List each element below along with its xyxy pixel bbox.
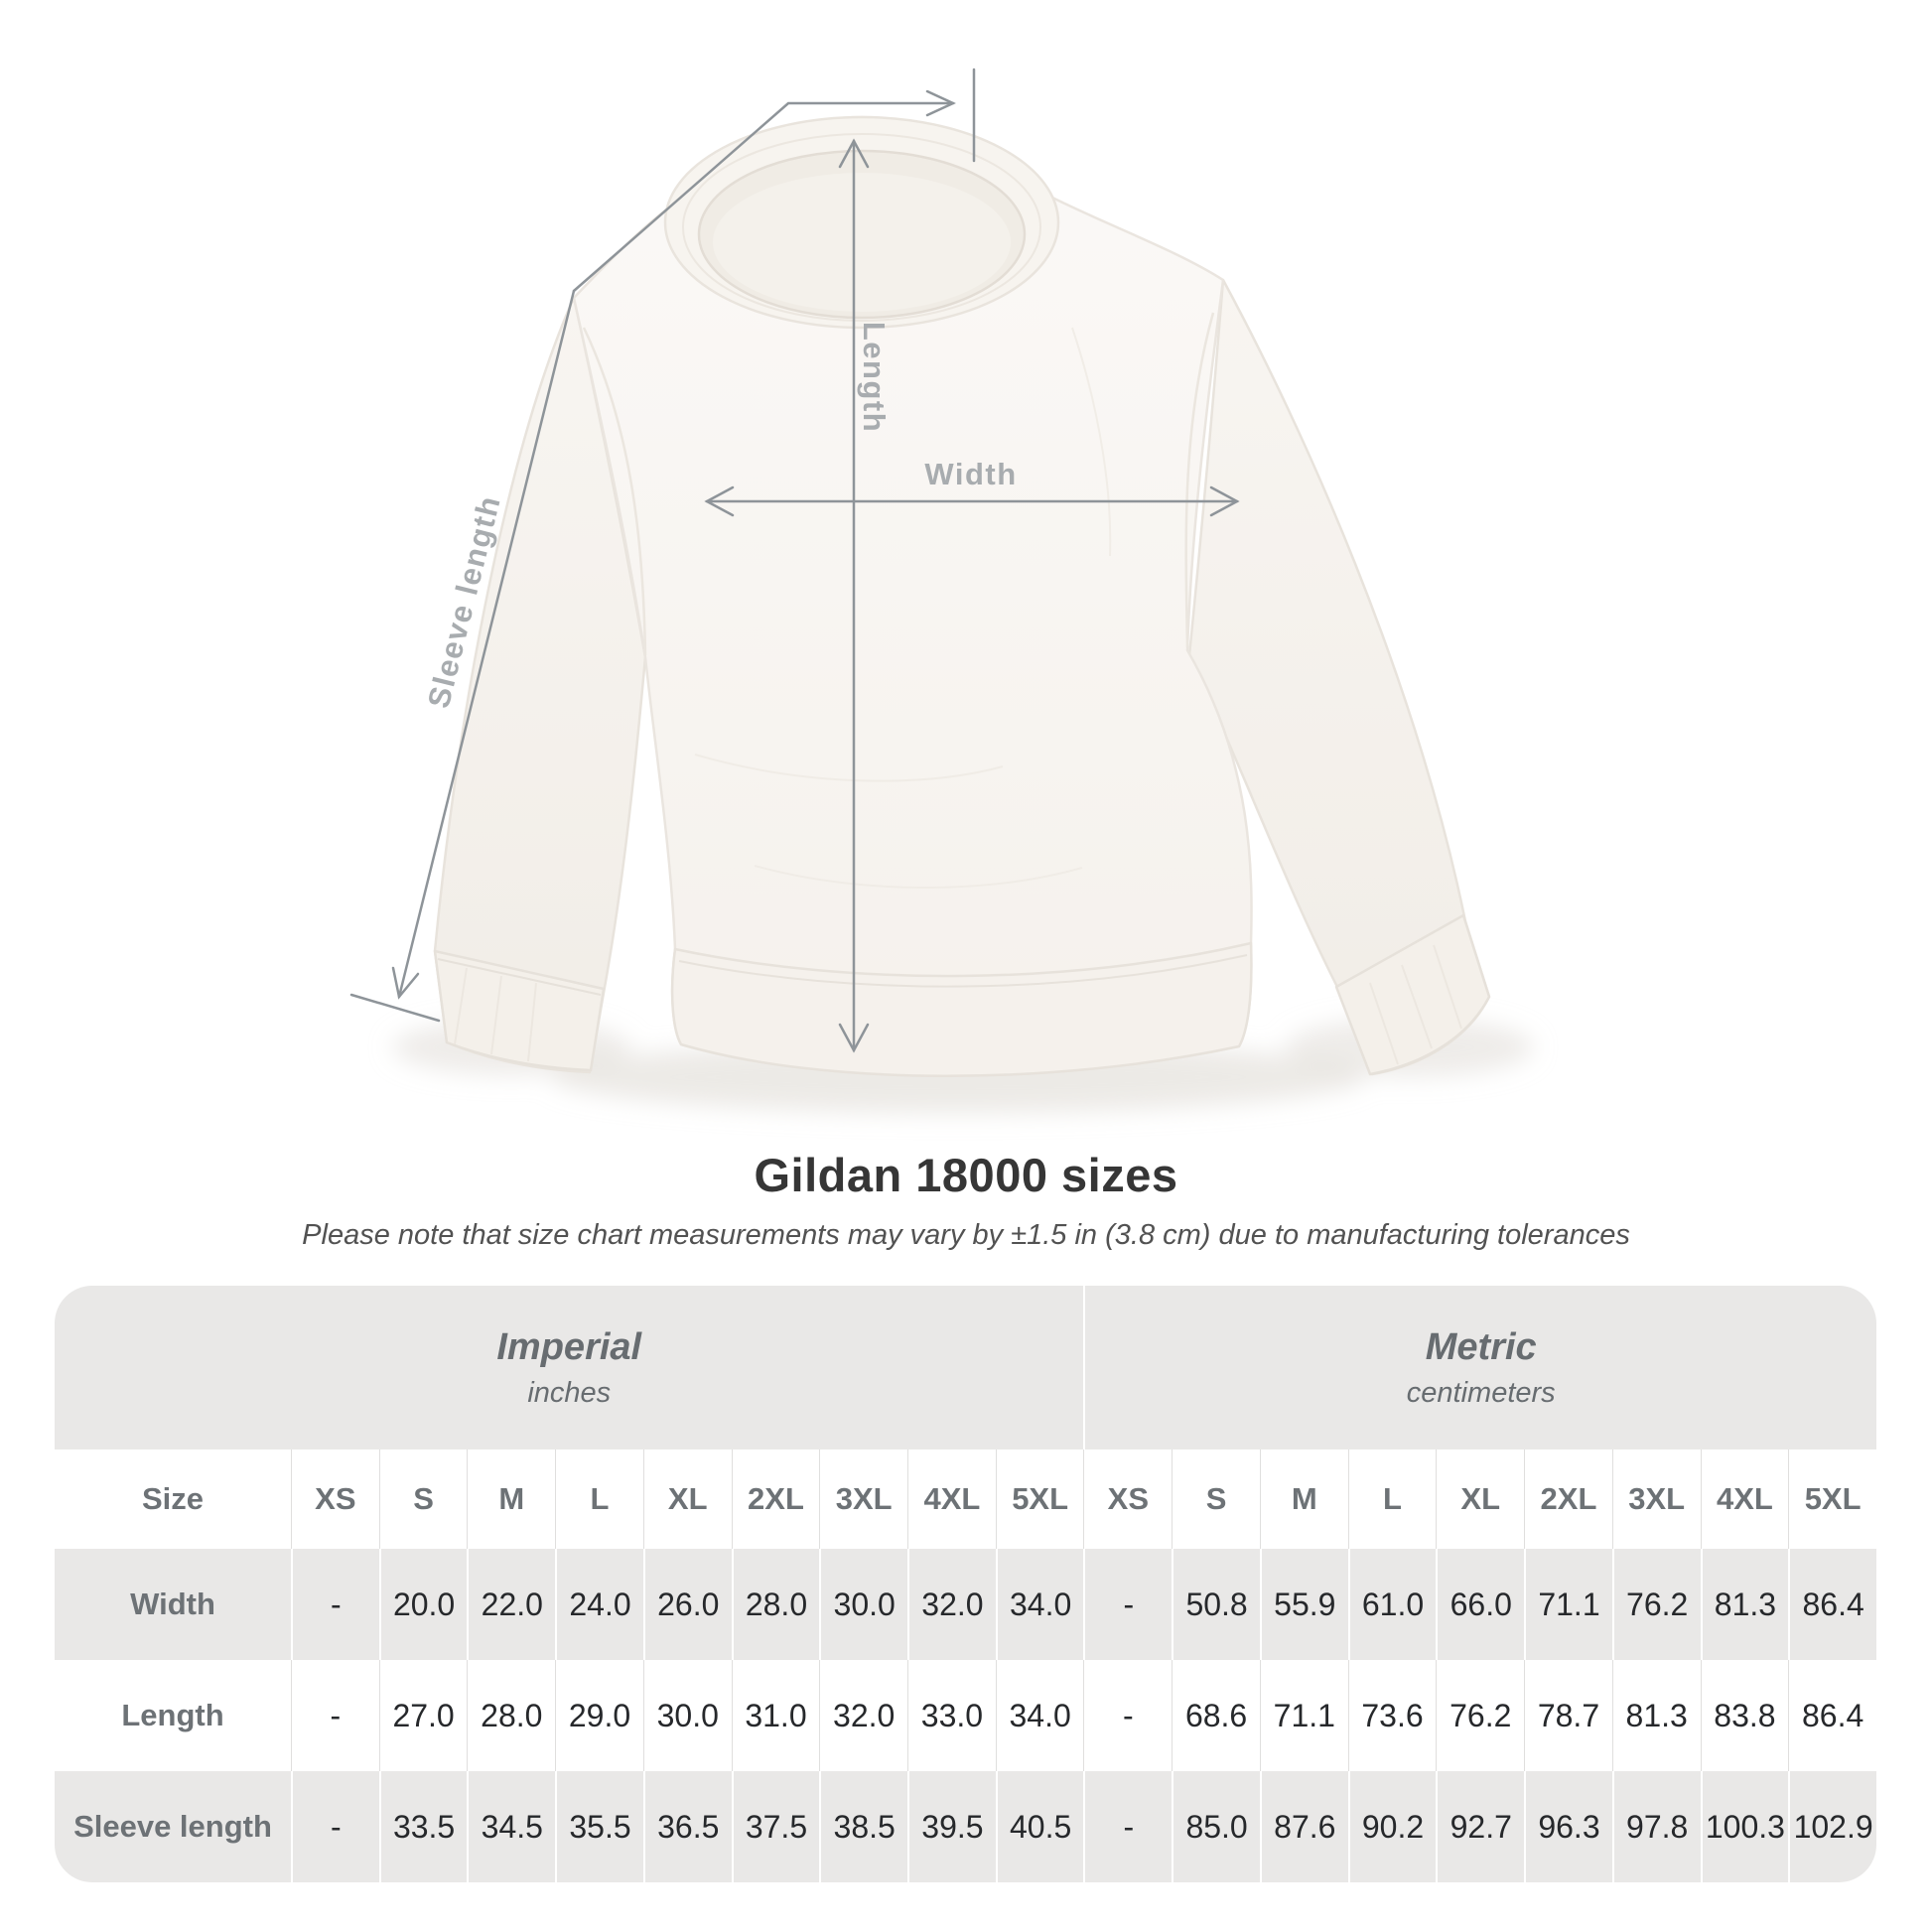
size-header: M (1259, 1449, 1348, 1549)
measurement-value: 24.0 (555, 1549, 643, 1660)
size-header: L (555, 1449, 643, 1549)
measurement-value: 96.3 (1524, 1771, 1612, 1882)
measurement-value: 100.3 (1700, 1771, 1789, 1882)
unit-group-units: centimeters (1406, 1376, 1556, 1409)
measurement-value: 71.1 (1524, 1549, 1612, 1660)
size-col-header: Size (141, 1481, 205, 1516)
measurement-value: - (291, 1771, 379, 1882)
size-header: XL (642, 1449, 732, 1549)
size-header: 2XL (1524, 1449, 1612, 1549)
sweatshirt-illustration (433, 115, 1491, 1077)
size-header: XL (1436, 1449, 1524, 1549)
measurement-value: 85.0 (1172, 1771, 1260, 1882)
measurement-value: - (291, 1549, 379, 1660)
measurement-value: 36.5 (642, 1771, 732, 1882)
measurement-value: 92.7 (1436, 1771, 1525, 1882)
measurement-value: 81.3 (1700, 1549, 1789, 1660)
measurement-value: 81.3 (1611, 1660, 1701, 1771)
row-label: Sleeve length (55, 1771, 291, 1882)
sleeve-length-arrow (349, 289, 576, 1023)
sweatshirt-diagram-svg: Length Width Sleeve length (349, 68, 1534, 1113)
measurement-value: 37.5 (731, 1771, 820, 1882)
measurement-value: 20.0 (378, 1549, 468, 1660)
measurement-value: 68.6 (1172, 1660, 1260, 1771)
unit-group-header-imperial: Imperial inches (55, 1286, 1084, 1449)
size-header: 5XL (995, 1449, 1084, 1549)
tolerance-note: Please note that size chart measurements… (302, 1219, 1630, 1251)
measurement-value: 86.4 (1788, 1660, 1876, 1771)
measurement-value: 90.2 (1347, 1771, 1437, 1882)
length-arrow (838, 138, 870, 1053)
measurement-value: 50.8 (1172, 1549, 1260, 1660)
measurement-value: - (291, 1660, 379, 1771)
measurement-value: 28.0 (467, 1660, 555, 1771)
size-header: 5XL (1788, 1449, 1876, 1549)
measurement-value: - (1083, 1660, 1172, 1771)
size-header: XS (1083, 1449, 1172, 1549)
size-header: S (378, 1449, 468, 1549)
size-header: 4XL (1700, 1449, 1789, 1549)
measurement-value: - (1083, 1771, 1173, 1882)
measurement-value: 30.0 (819, 1549, 908, 1660)
measurement-value: 87.6 (1259, 1771, 1348, 1882)
width-arrow (704, 485, 1240, 517)
measurement-value: 76.2 (1611, 1549, 1701, 1660)
measurement-value: 61.0 (1347, 1549, 1437, 1660)
measurement-value: 32.0 (907, 1549, 996, 1660)
measurement-value: 33.0 (907, 1660, 996, 1771)
sweatshirt-diagram: Length Width Sleeve length (349, 68, 1534, 1113)
size-header: 3XL (819, 1449, 907, 1549)
length-label: Length (857, 322, 892, 433)
size-header: S (1172, 1449, 1260, 1549)
measurement-value: 32.0 (819, 1660, 907, 1771)
shoulder-leader-line (572, 68, 976, 293)
measurement-value: 38.5 (819, 1771, 908, 1882)
measurement-value: 22.0 (467, 1549, 556, 1660)
measurement-value: 73.6 (1347, 1660, 1437, 1771)
measurement-value: 30.0 (642, 1660, 732, 1771)
measurement-value: 71.1 (1259, 1660, 1348, 1771)
measurement-value: 102.9 (1788, 1771, 1876, 1882)
measurement-value: 34.0 (995, 1660, 1084, 1771)
width-label: Width (924, 457, 1017, 491)
measurement-value: - (1083, 1549, 1173, 1660)
chart-title: Gildan 18000 sizes (754, 1149, 1178, 1201)
measurement-value: 34.0 (995, 1549, 1084, 1660)
unit-group-label: Metric (1425, 1325, 1537, 1368)
measurement-value: 78.7 (1524, 1660, 1612, 1771)
measurement-value: 35.5 (555, 1771, 643, 1882)
size-header: L (1347, 1449, 1437, 1549)
size-table: Imperial inches Metric centimeters Size … (55, 1286, 1876, 1882)
measurement-value: 27.0 (378, 1660, 468, 1771)
measurement-value: 66.0 (1436, 1549, 1525, 1660)
measurement-value: 26.0 (642, 1549, 732, 1660)
size-header: 2XL (731, 1449, 820, 1549)
measurement-value: 83.8 (1700, 1660, 1789, 1771)
measurement-value: 29.0 (555, 1660, 643, 1771)
measurement-value: 86.4 (1788, 1549, 1876, 1660)
measurement-value: 40.5 (995, 1771, 1084, 1882)
size-header: 3XL (1611, 1449, 1701, 1549)
measurement-value: 31.0 (731, 1660, 820, 1771)
measurement-value: 76.2 (1436, 1660, 1524, 1771)
measurement-value: 97.8 (1611, 1771, 1701, 1882)
size-header: 4XL (907, 1449, 996, 1549)
measurement-value: 55.9 (1259, 1549, 1348, 1660)
unit-group-units: inches (527, 1376, 612, 1409)
measurement-value: 34.5 (467, 1771, 556, 1882)
unit-group-header-metric: Metric centimeters (1083, 1286, 1876, 1449)
row-label: Width (55, 1549, 291, 1660)
size-header: M (467, 1449, 555, 1549)
unit-group-label: Imperial (496, 1325, 642, 1368)
row-label: Length (121, 1698, 224, 1732)
measurement-value: 33.5 (378, 1771, 468, 1882)
measurement-value: 28.0 (731, 1549, 820, 1660)
measurement-value: 39.5 (907, 1771, 996, 1882)
size-header: XS (291, 1449, 379, 1549)
